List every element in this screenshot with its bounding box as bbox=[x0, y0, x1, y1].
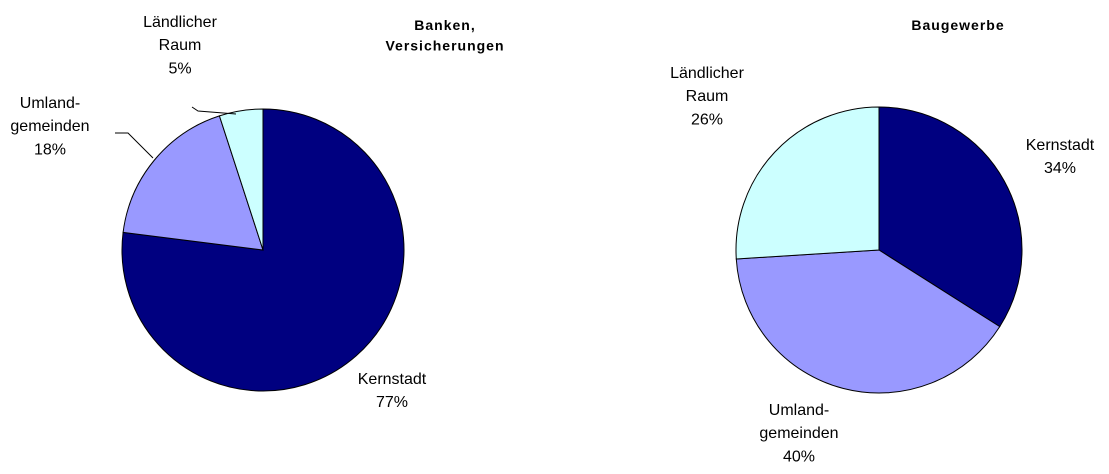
slice-label: Umland-gemeinden 40% bbox=[759, 402, 838, 465]
value-label: 18% bbox=[34, 141, 66, 158]
pie-slice bbox=[735, 249, 1001, 394]
value-label: 77% bbox=[376, 394, 408, 411]
pie-slice bbox=[122, 115, 264, 251]
slice-label: Ländlicher Raum 5% bbox=[143, 14, 218, 77]
pie-slice bbox=[878, 106, 1023, 328]
pie-slice bbox=[218, 108, 264, 251]
leader-line bbox=[191, 106, 237, 115]
slice-label: Ländlicher Raum 26% bbox=[670, 65, 745, 128]
pie-slice bbox=[735, 106, 880, 260]
leader-line bbox=[115, 132, 154, 159]
slice-label: Kernstadt 77% bbox=[358, 371, 427, 411]
value-label: 40% bbox=[783, 448, 815, 465]
pie-slice bbox=[121, 108, 405, 392]
slice-label: Kernstadt 34% bbox=[1026, 137, 1095, 177]
slice-label: Umland-gemeinden 18% bbox=[10, 95, 89, 158]
value-label: 26% bbox=[691, 111, 723, 128]
value-label: 34% bbox=[1044, 160, 1076, 177]
value-label: 5% bbox=[168, 60, 191, 77]
chart-title: Baugewerbe bbox=[911, 17, 1004, 33]
chart-title: Banken, Versicherungen bbox=[385, 17, 504, 53]
